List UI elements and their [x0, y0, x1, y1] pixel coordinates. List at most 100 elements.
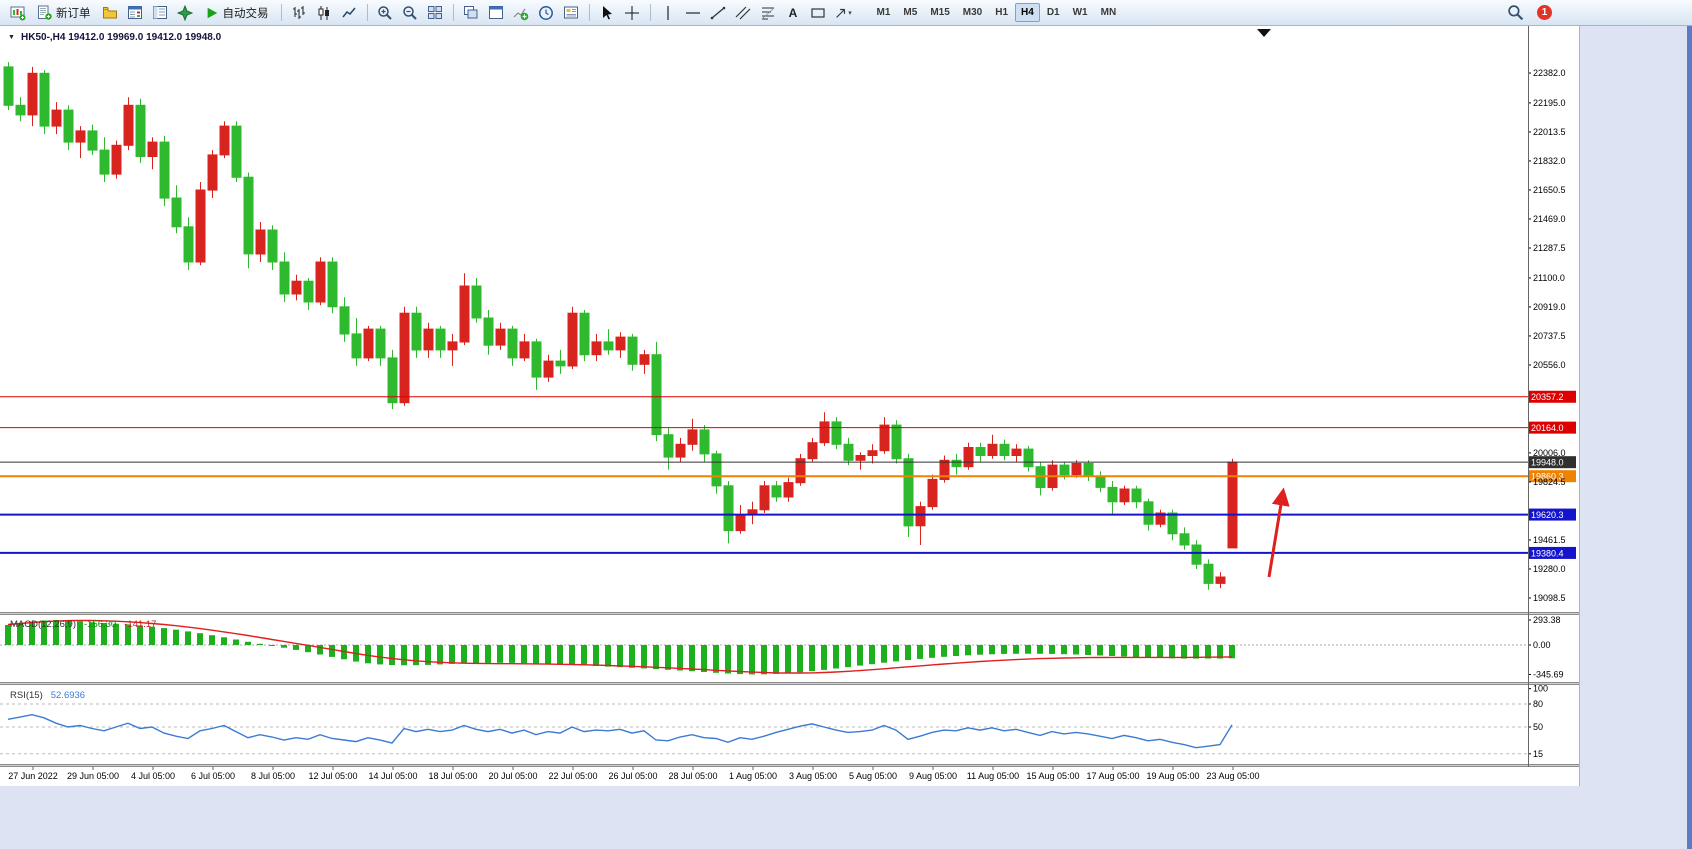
text-tool-icon[interactable]: A [782, 2, 805, 23]
macd-bar [689, 645, 695, 672]
macd-bar [1013, 645, 1019, 654]
svg-text:22013.5: 22013.5 [1533, 127, 1566, 137]
chart-text-overlay: ▼ HK50-,H4 19412.0 19969.0 19412.0 19948… [8, 32, 222, 701]
profiles-icon[interactable] [99, 2, 122, 23]
macd-bar [773, 645, 779, 674]
macd-indicator-label: MACD(12,26,9) -156.30 -141.17 [10, 619, 156, 630]
svg-text:1 Aug 05:00: 1 Aug 05:00 [729, 771, 777, 781]
cascade-windows-icon[interactable] [460, 2, 483, 23]
tile-windows-icon[interactable] [424, 2, 447, 23]
new-chart-icon[interactable] [6, 2, 29, 23]
macd-bar [941, 645, 947, 657]
macd-bar [509, 645, 515, 663]
candlestick-chart-type-icon[interactable] [313, 2, 336, 23]
macd-bar [461, 645, 467, 664]
svg-text:21832.0: 21832.0 [1533, 156, 1566, 166]
macd-bar [749, 645, 755, 675]
svg-text:26 Jul 05:00: 26 Jul 05:00 [608, 771, 657, 781]
macd-bar [1193, 645, 1199, 659]
timeframe-mn[interactable]: MN [1100, 7, 1117, 18]
svg-text:19098.5: 19098.5 [1533, 593, 1566, 603]
macd-bar [1085, 645, 1091, 655]
vertical-line-tool-icon[interactable] [657, 2, 680, 23]
macd-bar [557, 645, 563, 665]
timeframe-w1[interactable]: W1 [1072, 7, 1088, 18]
quick-trade-expander-icon[interactable]: ▼ [8, 34, 15, 41]
timeframe-h4[interactable]: H4 [1015, 3, 1040, 22]
macd-bar [185, 631, 191, 645]
cursor-tool-icon[interactable] [596, 2, 619, 23]
svg-text:15 Aug 05:00: 15 Aug 05:00 [1026, 771, 1079, 781]
indicators-add-icon[interactable] [510, 2, 533, 23]
macd-bar [953, 645, 959, 656]
toolbar-separator [588, 4, 590, 21]
timeframe-m15[interactable]: M15 [930, 7, 950, 18]
timeframe-h1[interactable]: H1 [995, 7, 1009, 18]
main-chart-plot-area[interactable] [0, 28, 1528, 612]
navigator-icon[interactable] [174, 2, 197, 23]
macd-bar [881, 645, 887, 663]
horizontal-line-tool-icon[interactable] [682, 2, 705, 23]
trend-arrow-annotation[interactable] [1267, 487, 1290, 578]
zoom-out-icon[interactable] [399, 2, 422, 23]
timeframe-m30[interactable]: M30 [962, 7, 983, 18]
horizontal-level-lines[interactable]: 20357.2 20164.0 19948.0 19860.3 19620.3 19380… [0, 390, 1576, 559]
timeframe-m5[interactable]: M5 [903, 7, 918, 18]
svg-text:19461.5: 19461.5 [1533, 535, 1566, 545]
macd-bar [593, 645, 599, 666]
macd-bar [569, 645, 575, 665]
svg-text:5 Aug 05:00: 5 Aug 05:00 [849, 771, 897, 781]
trendline-tool-icon[interactable] [707, 2, 730, 23]
svg-text:20006.0: 20006.0 [1533, 448, 1566, 458]
auto-trading-button[interactable]: 自动交易 [199, 2, 275, 23]
timeframe-m1[interactable]: M1 [876, 7, 891, 18]
macd-bar [917, 645, 923, 659]
arrange-windows-icon[interactable] [485, 2, 508, 23]
periods-clock-icon[interactable] [535, 2, 558, 23]
templates-icon[interactable] [560, 2, 583, 23]
macd-bar [245, 641, 251, 645]
channel-tool-icon[interactable] [732, 2, 755, 23]
macd-bar [1145, 645, 1151, 658]
macd-bar [641, 645, 647, 669]
shapes-tool-icon[interactable] [807, 2, 830, 23]
zoom-in-icon[interactable] [374, 2, 397, 23]
svg-text:19 Aug 05:00: 19 Aug 05:00 [1146, 771, 1199, 781]
macd-bar [1001, 645, 1007, 654]
toolbar-separator [280, 4, 282, 21]
macd-bar [77, 621, 83, 645]
macd-bar [845, 645, 851, 668]
macd-bar [209, 635, 215, 645]
panel-splitters[interactable] [0, 26, 1579, 767]
macd-bar [41, 620, 47, 645]
arrow-tools-icon[interactable]: ▾ [832, 2, 855, 23]
line-chart-type-icon[interactable] [338, 2, 361, 23]
rsi-indicator-label: RSI(15) 52.6936 [10, 690, 85, 701]
macd-bar [473, 645, 479, 664]
macd-bar [401, 645, 407, 666]
macd-bar [821, 645, 827, 670]
timeframe-d1[interactable]: D1 [1046, 7, 1060, 18]
macd-bar [1133, 645, 1139, 657]
macd-bar [989, 645, 995, 655]
svg-text:22195.0: 22195.0 [1533, 98, 1566, 108]
macd-bar [677, 645, 683, 671]
notification-badge[interactable]: 1 [1537, 5, 1552, 20]
bar-position-marker [1257, 29, 1271, 37]
macd-bar [1169, 645, 1175, 659]
svg-text:20357.2: 20357.2 [1531, 392, 1564, 402]
macd-bar [1049, 645, 1055, 654]
fibonacci-tool-icon[interactable] [757, 2, 780, 23]
crosshair-tool-icon[interactable] [621, 2, 644, 23]
data-window-icon[interactable] [149, 2, 172, 23]
market-watch-icon[interactable] [124, 2, 147, 23]
macd-bar [221, 637, 227, 645]
rsi-line [7, 713, 1233, 749]
search-icon[interactable] [1504, 2, 1527, 23]
svg-text:20556.0: 20556.0 [1533, 360, 1566, 370]
svg-text:19860.3: 19860.3 [1531, 472, 1564, 482]
new-order-button[interactable]: 新订单 [31, 2, 97, 23]
macd-bar [257, 643, 263, 645]
bar-chart-type-icon[interactable] [288, 2, 311, 23]
